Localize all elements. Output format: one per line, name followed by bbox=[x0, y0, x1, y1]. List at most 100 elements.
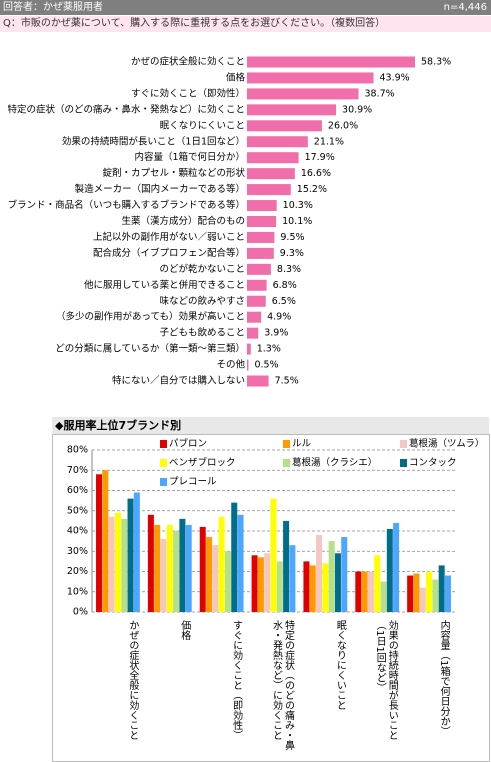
value-label: 10.1% bbox=[282, 216, 312, 227]
bar bbox=[341, 537, 348, 612]
bar bbox=[257, 557, 264, 612]
legend-label: 葛根湯（クラシエ） bbox=[292, 457, 377, 469]
value-label: 3.9% bbox=[264, 328, 288, 339]
bar bbox=[247, 168, 295, 180]
bar bbox=[419, 587, 426, 612]
x-tick-label: 効果の持続時間が長いこと（1日1回など） bbox=[374, 620, 398, 740]
y-tick-label: 60% bbox=[67, 485, 88, 496]
legend-label: 葛根湯（ツムラ） bbox=[409, 438, 484, 450]
category-label: かぜの症状全般に効くこと bbox=[131, 56, 245, 68]
bar bbox=[247, 88, 359, 100]
value-label: 26.0% bbox=[328, 120, 358, 131]
bar bbox=[247, 311, 262, 323]
bar bbox=[96, 474, 103, 612]
bar bbox=[166, 524, 173, 612]
bar bbox=[251, 555, 258, 612]
bar bbox=[322, 563, 329, 612]
bar bbox=[108, 516, 115, 612]
bar bbox=[154, 524, 161, 612]
category-label: （多少の副作用があっても）効果が高いこと bbox=[56, 311, 245, 323]
value-label: 38.7% bbox=[365, 88, 395, 99]
category-label: その他 bbox=[216, 359, 245, 371]
bar bbox=[328, 541, 335, 612]
bar bbox=[231, 502, 238, 612]
bar bbox=[380, 581, 387, 612]
bar bbox=[438, 565, 445, 612]
category-label: ブランド・商品名（いつも購入するブランドである等） bbox=[8, 199, 245, 211]
bar bbox=[289, 545, 296, 612]
category-label: 錠剤・カプセル・顆粒などの形状 bbox=[102, 167, 245, 179]
bar bbox=[361, 571, 368, 612]
category-label: のどが乾かないこと bbox=[159, 263, 245, 275]
bar bbox=[102, 470, 109, 612]
value-label: 6.8% bbox=[273, 280, 297, 291]
bar bbox=[247, 200, 277, 212]
bar bbox=[173, 531, 180, 612]
bar bbox=[237, 514, 244, 612]
bar bbox=[393, 522, 400, 612]
legend-swatch bbox=[160, 478, 167, 486]
category-label: 効果の持続時間が長いこと（1日1回など） bbox=[62, 135, 245, 147]
bar bbox=[247, 152, 299, 164]
category-label: 配合成分（イブプロフェン配合等） bbox=[93, 247, 245, 259]
legend-swatch bbox=[283, 440, 290, 448]
x-tick-label: 特定の症状（のどの痛み・鼻水・発熱など）に効くこと bbox=[270, 620, 294, 750]
y-tick-label: 40% bbox=[67, 526, 88, 537]
y-tick-label: 70% bbox=[67, 465, 88, 476]
bar bbox=[303, 561, 310, 612]
bar bbox=[206, 537, 213, 612]
bar bbox=[283, 520, 290, 612]
bar bbox=[334, 553, 341, 612]
bar bbox=[316, 535, 323, 612]
bar bbox=[247, 343, 251, 355]
bar bbox=[133, 492, 140, 612]
legend-swatch bbox=[400, 440, 407, 448]
bar bbox=[247, 72, 374, 84]
bar bbox=[121, 518, 128, 612]
legend-label: ルル bbox=[292, 439, 312, 450]
x-tick-label: かぜの症状全般に効くこと bbox=[126, 620, 138, 740]
value-label: 16.6% bbox=[301, 168, 331, 179]
value-label: 9.3% bbox=[280, 248, 304, 259]
x-tick-label: すぐに効くこと（即効性） bbox=[230, 620, 242, 740]
value-label: 43.9% bbox=[380, 72, 410, 83]
bar bbox=[160, 539, 167, 612]
category-label: 他に服用している薬と併用できること bbox=[84, 279, 245, 291]
bar bbox=[247, 184, 291, 196]
value-label: 8.3% bbox=[277, 264, 301, 275]
bar bbox=[355, 571, 362, 612]
bar bbox=[185, 524, 192, 612]
bar bbox=[247, 327, 259, 339]
bar bbox=[247, 104, 337, 116]
value-label: 7.5% bbox=[275, 376, 299, 387]
legend-label: コンタック bbox=[409, 458, 457, 469]
value-label: 58.3% bbox=[421, 57, 451, 68]
header: 回答者：かぜ薬服用者 n=4,446 bbox=[0, 0, 491, 15]
category-label: 内容量（1箱で何日分か） bbox=[134, 151, 245, 163]
bar bbox=[309, 565, 316, 612]
category-label: 特定の症状（のどの痛み・鼻水・発熱など）に効くこと bbox=[7, 103, 245, 115]
value-label: 10.3% bbox=[283, 200, 313, 211]
bar bbox=[432, 579, 439, 612]
bar bbox=[247, 359, 249, 371]
question: Q：市販のかぜ薬について、購入する際に重視する点をお選びください。（複数回答） bbox=[0, 16, 491, 32]
bar bbox=[247, 247, 274, 259]
sample-size: n=4,446 bbox=[443, 2, 487, 13]
legend-label: パブロン bbox=[169, 438, 207, 450]
category-label: 製造メーカー（国内メーカーである等） bbox=[75, 183, 245, 195]
bar bbox=[247, 279, 267, 291]
category-label: どの分類に属しているか（第一類～第三類） bbox=[55, 343, 245, 355]
category-label: 子どもも飲めること bbox=[159, 327, 245, 339]
value-label: 6.5% bbox=[272, 296, 296, 307]
y-tick-label: 10% bbox=[67, 586, 88, 597]
bar bbox=[270, 498, 277, 612]
x-tick-label: 内容量（1箱で何日分か） bbox=[438, 620, 450, 737]
legend-swatch bbox=[400, 459, 407, 467]
bar bbox=[179, 518, 186, 612]
y-tick-label: 50% bbox=[67, 505, 88, 516]
respondents: 回答者：かぜ薬服用者 bbox=[3, 2, 103, 13]
y-tick-label: 80% bbox=[67, 445, 88, 456]
value-label: 9.5% bbox=[280, 232, 304, 243]
legend-swatch bbox=[160, 459, 167, 467]
value-label: 30.9% bbox=[342, 104, 372, 115]
